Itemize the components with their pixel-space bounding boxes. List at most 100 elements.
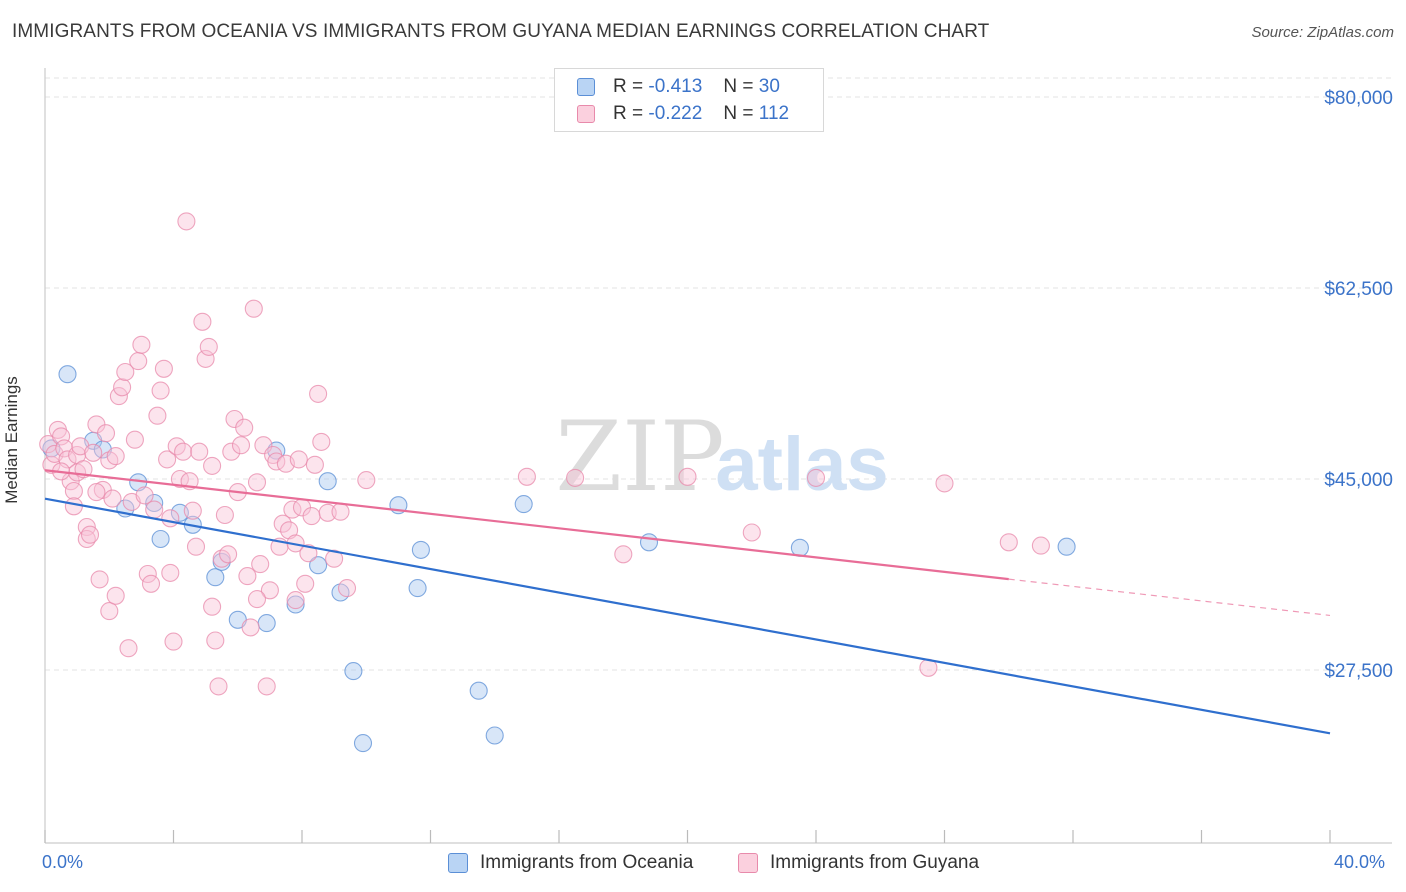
data-point-guyana-96 — [566, 468, 585, 487]
data-point-guyana-84 — [296, 574, 315, 593]
data-point-guyana-65 — [235, 418, 254, 437]
data-point-oceania-17 — [318, 472, 337, 491]
data-point-guyana-55 — [203, 456, 222, 475]
x-tick-label-max: 40.0% — [1334, 852, 1386, 872]
data-point-guyana-25 — [106, 447, 125, 466]
y-tick-label-2: $45,000 — [1324, 470, 1393, 491]
data-point-oceania-7 — [151, 529, 170, 549]
data-point-guyana-89 — [312, 432, 331, 451]
legend-row-oceania: R = -0.413 N = 30 — [577, 75, 780, 99]
data-point-guyana-32 — [129, 352, 148, 371]
data-point-guyana-97 — [614, 545, 633, 564]
data-point-guyana-50 — [186, 537, 206, 556]
data-point-guyana-66 — [238, 567, 257, 586]
data-point-oceania-29 — [1057, 537, 1076, 556]
data-point-guyana-24 — [103, 489, 122, 508]
source-label: Source: ZipAtlas.com — [1251, 24, 1394, 41]
data-point-guyana-31 — [125, 430, 144, 449]
data-point-guyana-33 — [132, 335, 151, 354]
legend-n-label-guyana: N = — [723, 103, 754, 124]
data-point-guyana-82 — [289, 450, 308, 469]
data-point-guyana-64 — [231, 436, 251, 455]
data-point-guyana-51 — [190, 442, 209, 461]
data-point-oceania-24 — [469, 681, 488, 700]
data-point-guyana-28 — [116, 362, 135, 382]
data-point-guyana-39 — [151, 381, 170, 400]
data-point-guyana-17 — [84, 443, 103, 462]
data-point-oceania-27 — [639, 533, 659, 552]
legend-r-value-guyana: -0.222 — [648, 103, 703, 124]
data-point-guyana-19 — [90, 570, 109, 589]
data-point-oceania-16 — [309, 556, 328, 575]
data-point-guyana-111 — [286, 591, 305, 610]
watermark: ZIP atlas — [555, 401, 888, 513]
data-point-guyana-52 — [193, 312, 212, 331]
data-point-guyana-42 — [161, 563, 180, 582]
data-point-guyana-36 — [141, 574, 161, 593]
data-point-guyana-21 — [96, 424, 116, 443]
y-tick-label-1: $62,500 — [1324, 279, 1393, 300]
data-point-guyana-73 — [260, 581, 279, 600]
data-point-guyana-68 — [244, 299, 263, 318]
data-point-guyana-4 — [52, 427, 71, 446]
data-point-oceania-13 — [257, 614, 276, 633]
y-tick-label-0: $80,000 — [1324, 88, 1393, 109]
data-point-guyana-110 — [247, 590, 267, 609]
data-point-guyana-104 — [1031, 536, 1050, 555]
watermark-zip: ZIP — [555, 401, 724, 513]
y-tick-label-3: $27,500 — [1324, 661, 1393, 682]
series-guyana-points — [39, 212, 1050, 696]
data-point-guyana-86 — [302, 507, 321, 526]
data-point-guyana-103 — [999, 533, 1018, 552]
data-point-guyana-91 — [325, 549, 344, 568]
data-point-guyana-41 — [158, 450, 177, 469]
data-point-oceania-20 — [353, 734, 373, 753]
data-point-guyana-69 — [247, 473, 267, 492]
legend-r-value-oceania: -0.413 — [648, 76, 703, 97]
data-point-guyana-54 — [199, 337, 218, 356]
data-point-guyana-47 — [177, 212, 196, 231]
data-point-oceania-28 — [790, 538, 809, 557]
data-point-guyana-70 — [251, 555, 270, 574]
legend-n-label-oceania: N = — [723, 76, 754, 97]
data-point-guyana-106 — [87, 483, 106, 502]
data-point-guyana-38 — [148, 406, 167, 425]
data-point-guyana-72 — [257, 677, 276, 696]
legend-n-value-guyana: 112 — [758, 103, 790, 124]
legend-n-value-oceania: 30 — [758, 76, 780, 97]
legend-swatch-oceania — [577, 78, 595, 96]
legend-item-oceania[interactable]: Immigrants from Oceania — [448, 852, 693, 874]
data-point-guyana-35 — [138, 564, 157, 584]
data-point-guyana-85 — [299, 544, 318, 563]
watermark-atlas: atlas — [715, 422, 888, 507]
data-point-guyana-98 — [678, 467, 697, 486]
axes — [44, 68, 1392, 844]
data-point-guyana-57 — [209, 677, 228, 696]
legend-item-label-oceania: Immigrants from Oceania — [480, 852, 694, 873]
legend-item-guyana[interactable]: Immigrants from Guyana — [738, 852, 979, 874]
data-point-guyana-1 — [42, 455, 61, 474]
data-point-guyana-56 — [206, 631, 225, 650]
data-point-guyana-9 — [64, 497, 83, 516]
data-point-oceania-1 — [58, 365, 77, 384]
data-point-guyana-49 — [183, 501, 202, 520]
data-point-guyana-8 — [64, 481, 83, 501]
legend-r-label-oceania: R = — [613, 76, 644, 97]
data-point-oceania-23 — [411, 540, 430, 559]
legend-row-guyana: R = -0.222 N = 112 — [577, 102, 789, 126]
data-point-guyana-102 — [935, 474, 954, 493]
data-point-oceania-6 — [145, 493, 164, 513]
data-point-guyana-100 — [806, 468, 826, 487]
trend-line-guyana — [44, 469, 1009, 581]
data-point-guyana-61 — [222, 442, 241, 461]
data-point-guyana-60 — [219, 545, 238, 564]
data-point-guyana-71 — [254, 436, 273, 455]
data-point-guyana-93 — [337, 579, 357, 598]
data-point-guyana-108 — [161, 509, 180, 528]
data-point-oceania-22 — [408, 579, 427, 598]
data-point-oceania-15 — [286, 595, 305, 614]
data-point-guyana-99 — [742, 523, 761, 542]
data-point-guyana-88 — [309, 384, 328, 403]
correlation-legend: R = -0.413 N = 30 R = -0.222 N = 112 — [554, 68, 824, 132]
